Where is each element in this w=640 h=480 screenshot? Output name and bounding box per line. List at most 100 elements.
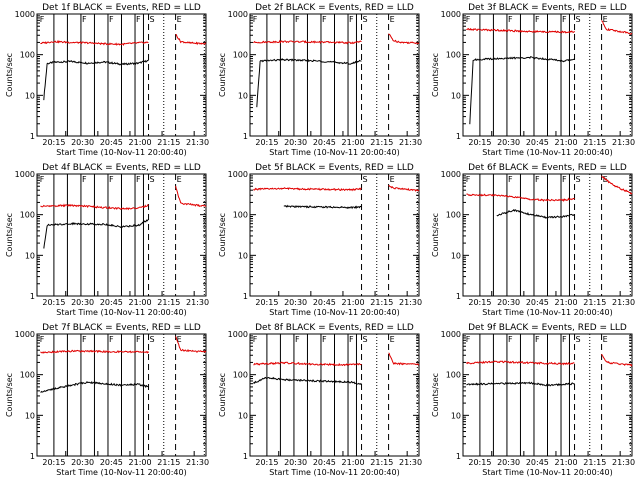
y-tick-label: 1000 — [441, 170, 461, 179]
x-tick-label: 20:15 — [42, 138, 65, 147]
events-series-line — [469, 56, 575, 125]
y-tick-label: 100 — [233, 211, 248, 220]
x-tick-label: 20:45 — [526, 298, 549, 307]
x-axis-label: Start Time (10-Nov-11 20:00:40) — [482, 308, 612, 317]
y-tick-label: 1 — [456, 132, 461, 141]
x-tick-label: 20:45 — [313, 298, 336, 307]
x-tick-label: 20:45 — [526, 138, 549, 147]
y-tick-label: 1 — [456, 292, 461, 301]
x-tick-label: 21:00 — [342, 138, 365, 147]
y-tick-label: 10 — [25, 411, 35, 420]
marker-label: E — [390, 335, 395, 344]
x-axis-label: Start Time (10-Nov-11 20:00:40) — [269, 308, 399, 317]
detector-panel-4: Det 4f BLACK = Events, RED = LLD 1 10 100 10… — [5, 163, 209, 317]
x-tick-label: 20:30 — [284, 138, 307, 147]
marker-label: F — [466, 175, 471, 184]
y-tick-label: 1000 — [15, 170, 35, 179]
marker-label: F — [40, 335, 45, 344]
marker-label: S — [363, 15, 368, 24]
y-tick-label: 10 — [25, 91, 35, 100]
marker-label: F — [466, 15, 471, 24]
chart-title: Det 2f BLACK = Events, RED = LLD — [255, 3, 414, 13]
y-axis-label: Counts/sec — [5, 53, 14, 97]
marker-label: S — [576, 15, 581, 24]
x-tick-label: 21:30 — [399, 138, 422, 147]
x-axis-label: Start Time (10-Nov-11 20:00:40) — [269, 148, 399, 157]
detector-panel-2: Det 2f BLACK = Events, RED = LLD 1 10 100 10… — [218, 3, 422, 157]
marker-label: F — [109, 335, 114, 344]
marker-label: E — [390, 175, 395, 184]
x-axis-label: Start Time (10-Nov-11 20:00:40) — [56, 148, 186, 157]
marker-label: F — [40, 15, 45, 24]
y-tick-label: 1 — [243, 292, 248, 301]
lld-series-line — [388, 352, 420, 366]
x-tick-label: 21:00 — [129, 458, 152, 467]
marker-label: F — [535, 175, 540, 184]
marker-label: F — [535, 335, 540, 344]
marker-label: E — [177, 15, 182, 24]
marker-label: F — [508, 15, 513, 24]
x-tick-label: 21:30 — [399, 298, 422, 307]
marker-label: F — [40, 175, 45, 184]
y-tick-label: 100 — [446, 371, 461, 380]
x-tick-label: 21:00 — [555, 138, 578, 147]
detector-panel-7: Det 7f BLACK = Events, RED = LLD 1 10 100 10… — [5, 323, 209, 477]
x-tick-label: 20:15 — [255, 298, 278, 307]
marker-label: F — [109, 175, 114, 184]
x-tick-label: 20:15 — [468, 298, 491, 307]
events-series-line — [496, 208, 575, 219]
marker-label: F — [562, 335, 567, 344]
y-tick-label: 100 — [20, 51, 35, 60]
x-tick-label: 21:15 — [157, 458, 180, 467]
marker-label: F — [82, 175, 87, 184]
x-tick-label: 21:30 — [186, 298, 209, 307]
lld-series-line — [466, 27, 575, 34]
y-tick-label: 1 — [243, 132, 248, 141]
y-tick-label: 10 — [451, 91, 461, 100]
chart-title: Det 3f BLACK = Events, RED = LLD — [468, 3, 627, 13]
lld-series-line — [601, 353, 633, 367]
y-axis-label: Counts/sec — [431, 213, 440, 257]
marker-label: F — [109, 15, 114, 24]
x-tick-label: 21:15 — [583, 298, 606, 307]
marker-label: F — [253, 335, 258, 344]
detector-panel-5: Det 5f BLACK = Events, RED = LLD 1 10 100 10… — [218, 163, 422, 317]
x-tick-label: 21:15 — [370, 138, 393, 147]
marker-label: S — [363, 175, 368, 184]
marker-label: F — [535, 15, 540, 24]
x-axis-label: Start Time (10-Nov-11 20:00:40) — [56, 308, 186, 317]
y-tick-label: 1000 — [228, 10, 248, 19]
x-tick-label: 20:30 — [497, 138, 520, 147]
x-tick-label: 21:15 — [370, 458, 393, 467]
x-axis-label: Start Time (10-Nov-11 20:00:40) — [269, 468, 399, 477]
x-tick-label: 21:30 — [186, 138, 209, 147]
events-series-line — [256, 58, 362, 108]
x-tick-label: 20:30 — [71, 138, 94, 147]
marker-label: S — [576, 175, 581, 184]
y-tick-label: 100 — [233, 371, 248, 380]
x-tick-label: 21:15 — [583, 138, 606, 147]
marker-label: S — [576, 335, 581, 344]
events-series-line — [43, 59, 149, 101]
marker-label: F — [82, 335, 87, 344]
chart-title: Det 9f BLACK = Events, RED = LLD — [468, 323, 627, 333]
x-tick-label: 20:15 — [468, 138, 491, 147]
chart-title: Det 7f BLACK = Events, RED = LLD — [42, 323, 201, 333]
lld-series-line — [601, 20, 633, 35]
x-tick-label: 20:30 — [71, 298, 94, 307]
marker-label: F — [295, 15, 300, 24]
marker-label: S — [150, 15, 155, 24]
y-tick-label: 10 — [25, 251, 35, 260]
marker-label: F — [253, 15, 258, 24]
y-tick-label: 1000 — [15, 10, 35, 19]
y-tick-label: 10 — [238, 411, 248, 420]
chart-title: Det 4f BLACK = Events, RED = LLD — [42, 163, 201, 173]
lld-series-line — [253, 187, 362, 192]
marker-label: F — [562, 175, 567, 184]
x-tick-label: 21:15 — [157, 138, 180, 147]
marker-label: F — [322, 335, 327, 344]
events-series-line — [283, 204, 362, 210]
x-tick-label: 20:30 — [497, 458, 520, 467]
marker-label: E — [603, 15, 608, 24]
lld-series-line — [253, 39, 362, 45]
